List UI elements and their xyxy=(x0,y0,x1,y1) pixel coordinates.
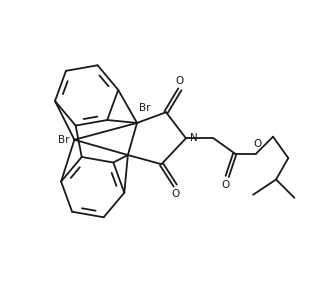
Text: O: O xyxy=(171,189,179,199)
Text: O: O xyxy=(176,76,184,86)
Text: O: O xyxy=(254,139,262,149)
Text: O: O xyxy=(222,180,230,190)
Text: N: N xyxy=(190,133,198,143)
Text: Br: Br xyxy=(139,103,150,113)
Text: Br: Br xyxy=(58,135,70,145)
